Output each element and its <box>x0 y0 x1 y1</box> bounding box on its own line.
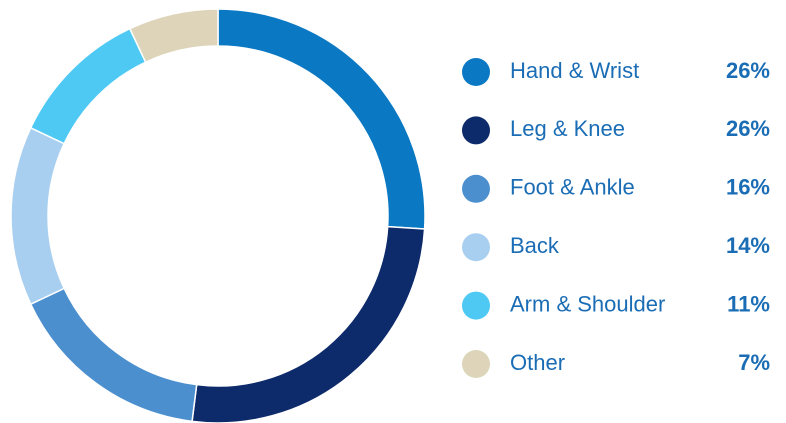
legend-swatch <box>462 291 490 320</box>
legend-label: Back <box>510 233 560 258</box>
donut-slice <box>29 27 147 145</box>
value-label: 11% <box>727 291 770 316</box>
donut-slice <box>128 8 219 64</box>
legend-swatch <box>462 350 490 378</box>
legend-label: Foot & Ankle <box>510 175 635 200</box>
value-label: 26% <box>726 58 770 83</box>
legend-swatch <box>462 174 490 203</box>
value-label: 14% <box>726 233 770 258</box>
legend-swatch <box>462 116 490 145</box>
donut-slice <box>191 225 426 423</box>
legend-label: Arm & Shoulder <box>510 291 665 316</box>
legend-label: Leg & Knee <box>510 116 625 141</box>
legend-label: Other <box>510 350 565 375</box>
donut-slice <box>10 126 66 306</box>
legend-label: Hand & Wrist <box>510 58 639 83</box>
legend-swatch <box>462 58 490 86</box>
legend-swatch <box>462 233 490 262</box>
donut-slice <box>217 8 426 230</box>
value-label: 16% <box>726 175 770 200</box>
value-label: 26% <box>726 116 770 141</box>
value-label: 7% <box>738 350 770 375</box>
donut-slice <box>29 287 198 423</box>
